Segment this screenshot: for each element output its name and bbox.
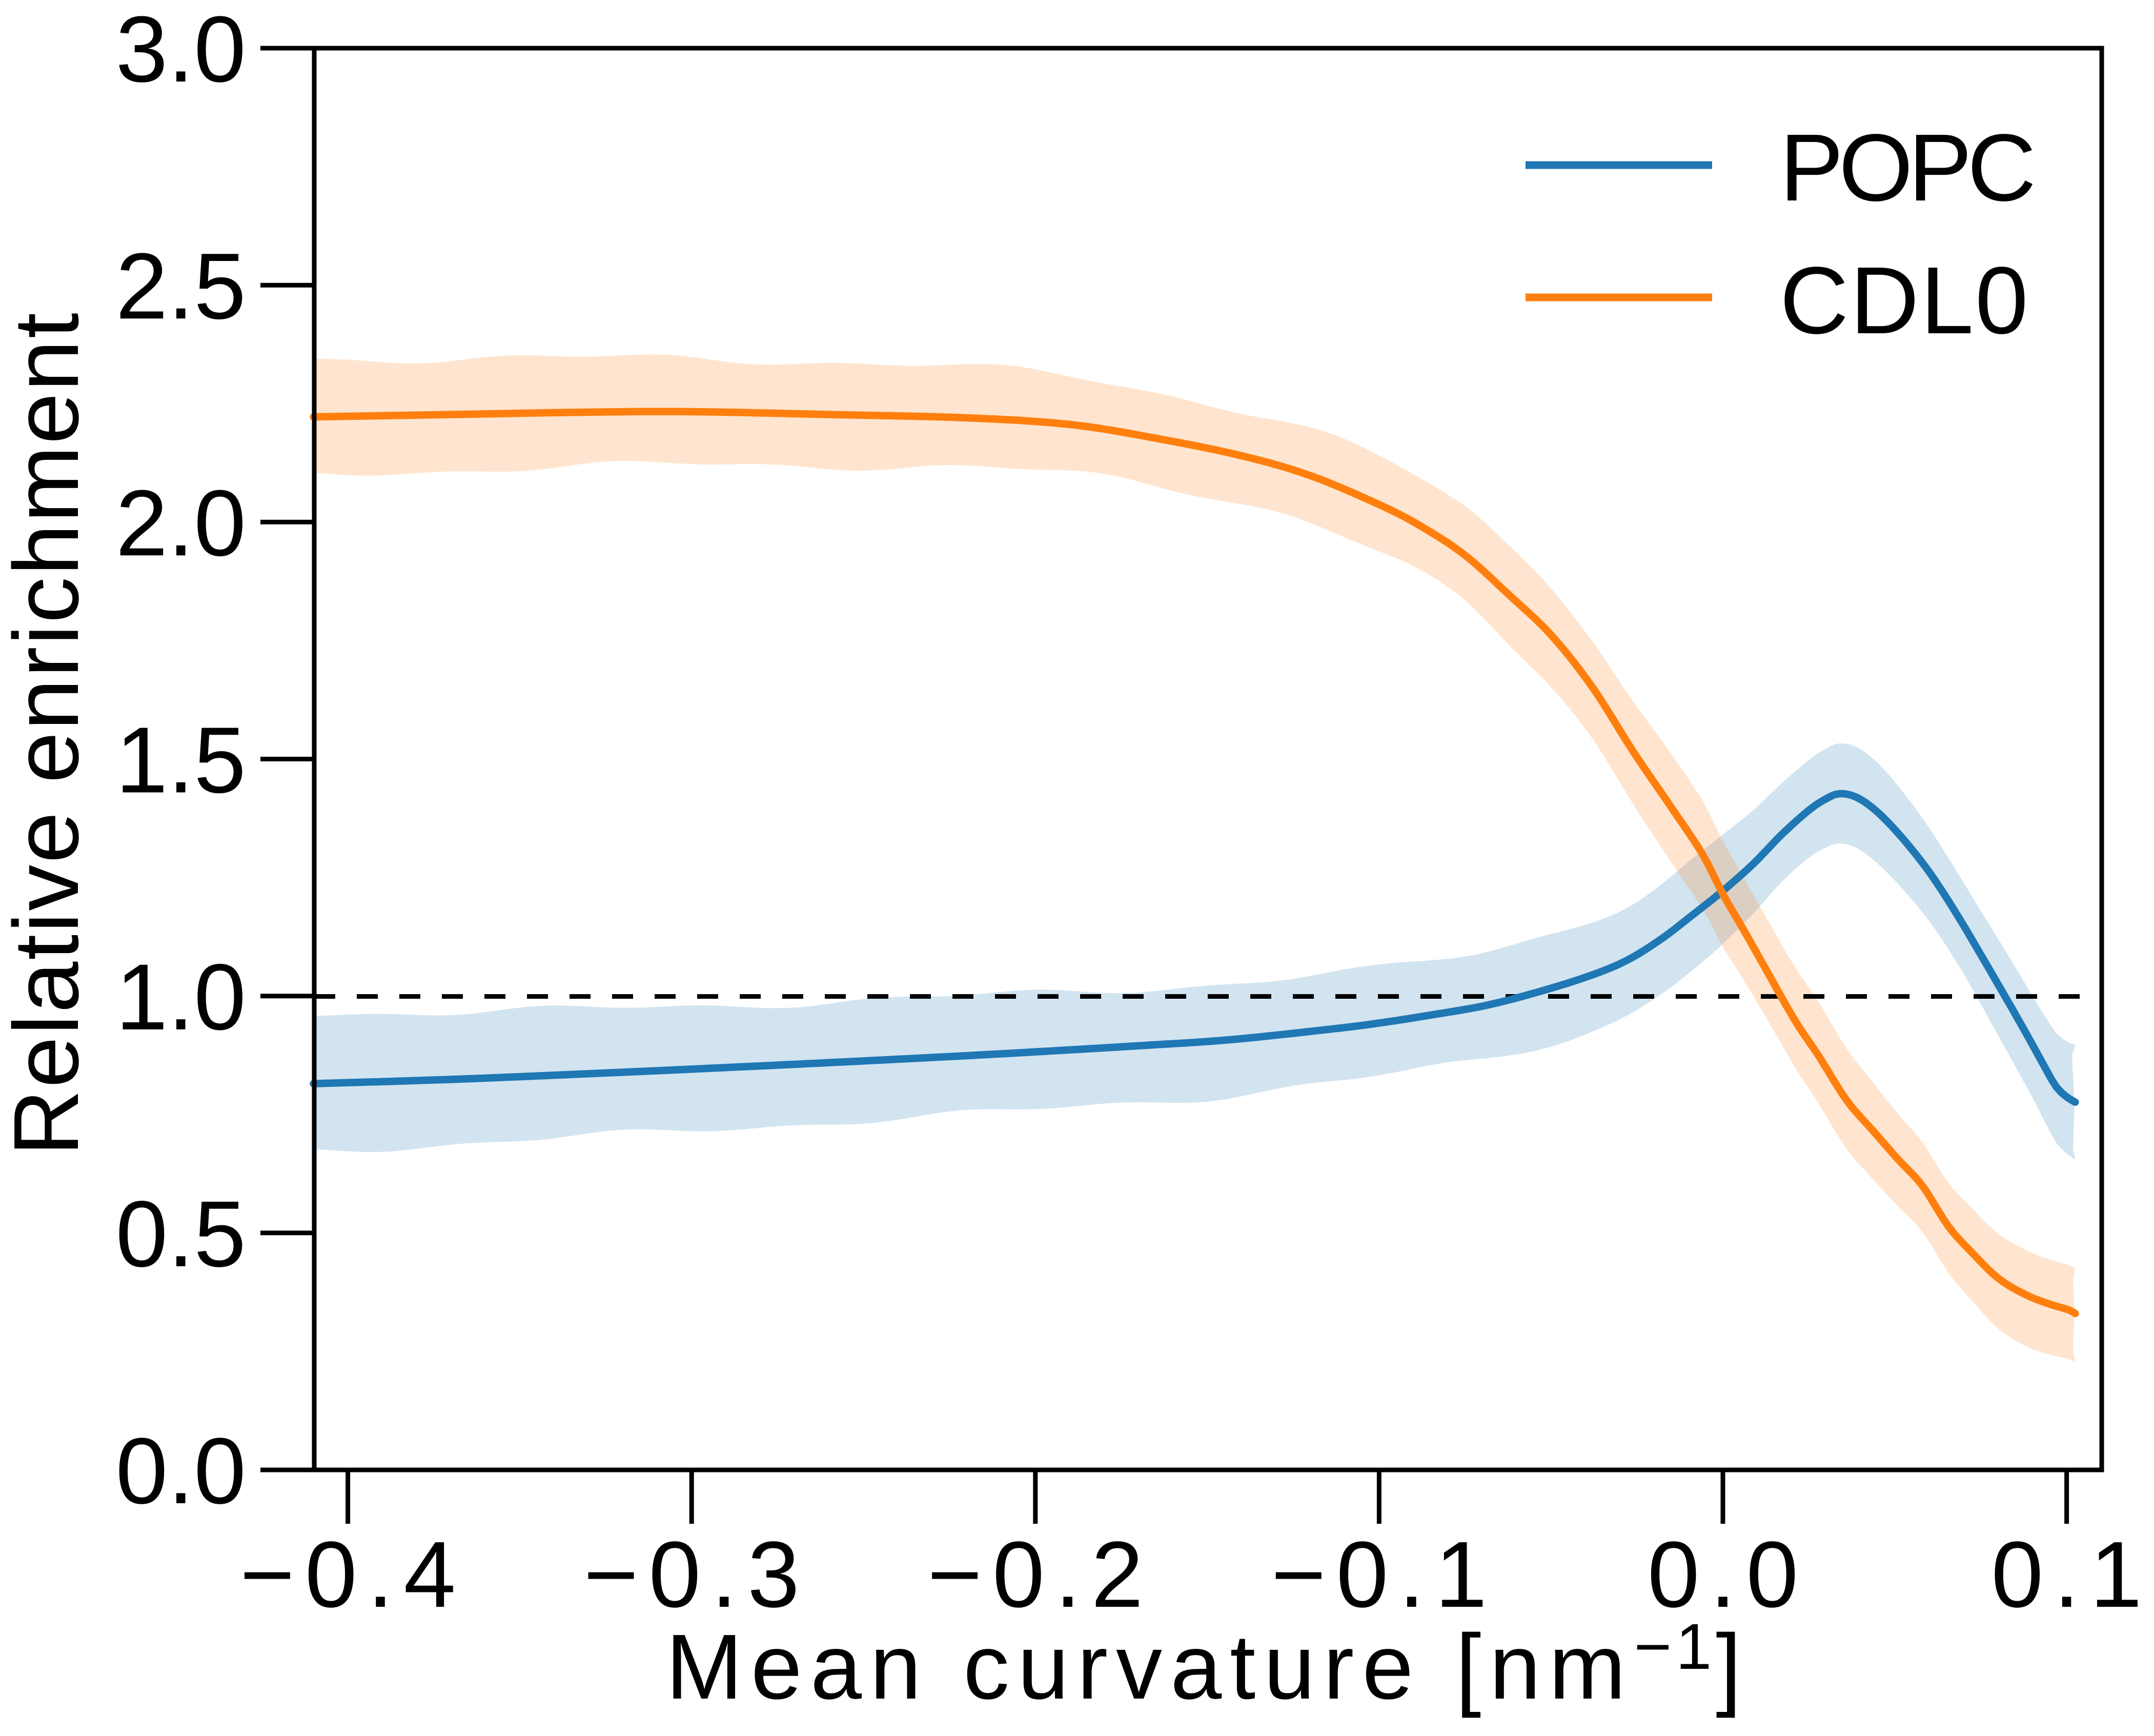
svg-text:POPC: POPC (1780, 115, 2033, 221)
svg-text:CDL0: CDL0 (1780, 248, 2030, 354)
svg-text:Relative enrichment: Relative enrichment (0, 311, 98, 1156)
svg-text:0.1: 0.1 (1991, 1522, 2152, 1627)
svg-text:1.0: 1.0 (116, 944, 246, 1049)
svg-text:2.0: 2.0 (116, 470, 246, 575)
svg-text:1.5: 1.5 (116, 708, 246, 813)
svg-text:0.0: 0.0 (1648, 1522, 1808, 1627)
svg-text:0.0: 0.0 (116, 1418, 246, 1523)
svg-text:2.5: 2.5 (116, 233, 246, 338)
svg-text:−0.3: −0.3 (584, 1522, 810, 1627)
svg-text:−0.2: −0.2 (927, 1522, 1153, 1627)
svg-text:−0.4: −0.4 (240, 1522, 466, 1627)
svg-text:0.5: 0.5 (116, 1181, 246, 1286)
svg-text:−0.1: −0.1 (1271, 1522, 1497, 1627)
svg-text:Mean curvature [nm−1]: Mean curvature [nm−1] (666, 1610, 1750, 1719)
svg-text:3.0: 3.0 (116, 0, 246, 102)
